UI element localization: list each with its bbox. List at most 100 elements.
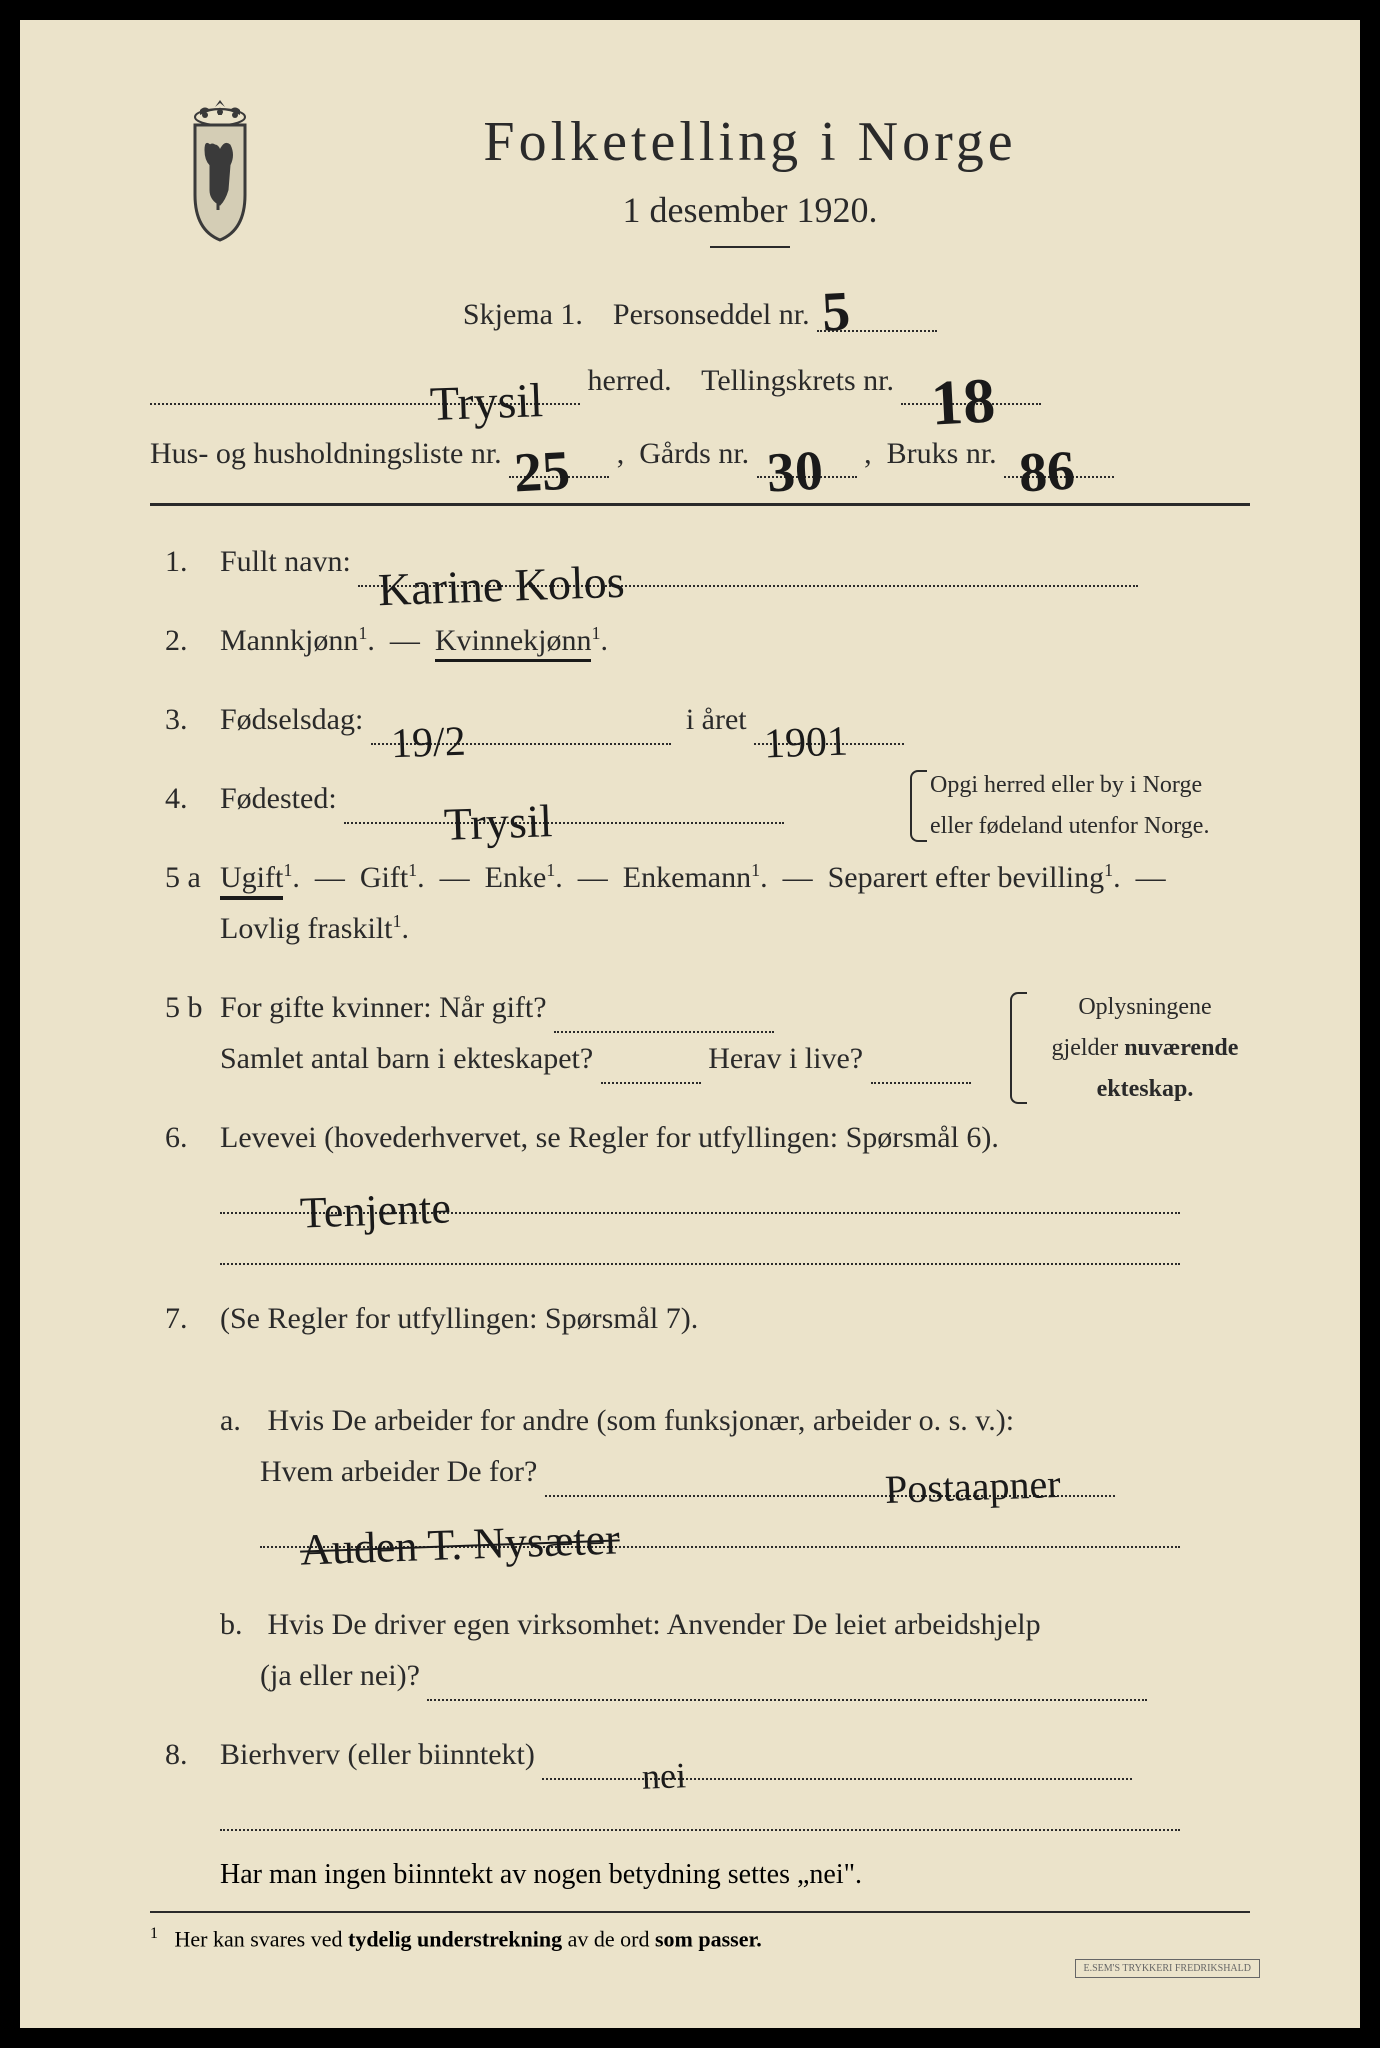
question-4: 4. Fødested: Trysil Opgi herred eller by… [150,773,1250,824]
hushold-label: Hus- og husholdningsliste nr. [150,437,502,470]
tellingskrets-label: Tellingskrets nr. [701,364,894,397]
q3-year-field: 1901 [754,743,904,745]
q7b-label: Hvis De driver egen virksomhet: Anvender… [268,1608,1041,1641]
question-6: 6. Levevei (hovederhvervet, se Regler fo… [150,1112,1250,1265]
q8-field: nei [542,1778,1132,1780]
footer-note-1: Har man ingen biinntekt av nogen betydni… [220,1859,1250,1891]
hushold-value: 25 [512,427,573,519]
question-3: 3. Fødselsdag: 19/2 i året 1901 [150,694,1250,745]
q5b-live-field [871,1082,971,1084]
personseddel-value: 5 [820,279,851,344]
q7a-field1: Postaapner [545,1495,1115,1497]
q6-content: Levevei (hovederhvervet, se Regler for u… [220,1112,1250,1265]
header-section: Folketelling i Norge 1 desember 1920. [150,110,1250,248]
q7-label: (Se Regler for utfyllingen: Spørsmål 7). [220,1302,698,1335]
question-7: 7. (Se Regler for utfyllingen: Spørsmål … [150,1293,1250,1701]
q1-field: Karine Kolos [358,585,1138,587]
herred-field: Trysil [150,403,580,405]
q5b-line2a: Samlet antal barn i ekteskapet? [220,1042,593,1075]
q5b-num: 5 b [150,991,220,1025]
q5b-line2b: Herav i live? [708,1042,863,1075]
q5a-ugift: Ugift [220,861,283,900]
main-divider [150,503,1250,506]
q2-mannkjonn: Mannkjønn [220,624,358,657]
q2-content: Mannkjønn1. — Kvinnekjønn1. [220,615,1250,666]
q6-field-2 [220,1263,1180,1265]
q1-content: Fullt navn: Karine Kolos [220,536,1250,587]
q7a-field2: Auden T. Nysæter [260,1546,1180,1548]
q7a-value1: Postaapner [884,1450,1062,1524]
bruks-label: Bruks nr. [887,437,997,470]
q7-content: (Se Regler for utfyllingen: Spørsmål 7).… [220,1293,1250,1701]
q5b-note-line2: gjelder nuværende [1030,1028,1260,1069]
q5a-gift: Gift [360,861,408,894]
q8-label: Bierhverv (eller biinntekt) [220,1738,535,1771]
q5b-note-line3: ekteskap. [1030,1069,1260,1110]
bruks-field: 86 [1004,476,1114,478]
q5a-enke: Enke [485,861,547,894]
coat-of-arms-icon [170,95,270,245]
q5a-num: 5 a [150,861,220,895]
footnote-num: 1 [150,1925,158,1942]
q7a-value2: Auden T. Nysæter [299,1502,621,1588]
q7b-field [427,1699,1147,1701]
q7-num: 7. [150,1302,220,1336]
q4-note: Opgi herred eller by i Norge eller fødel… [930,765,1270,847]
gards-label: Gårds nr. [639,437,749,470]
q6-num: 6. [150,1121,220,1155]
q7b-letter: b. [220,1599,260,1650]
herred-line: Trysil herred. Tellingskrets nr. 18 [150,357,1250,405]
q6-field: Tenjente [220,1212,1180,1214]
q5b-line1: For gifte kvinner: Når gift? [220,991,547,1024]
q6-label: Levevei (hovederhvervet, se Regler for u… [220,1121,999,1154]
q4-label: Fødested: [220,782,337,815]
question-8: 8. Bierhverv (eller biinntekt) nei [150,1729,1250,1831]
q3-content: Fødselsdag: 19/2 i året 1901 [220,694,1250,745]
q5a-enkemann: Enkemann [623,861,751,894]
hushold-line: Hus- og husholdningsliste nr. 25 , Gårds… [150,430,1250,478]
q7b-question: (ja eller nei)? [260,1659,420,1692]
question-5a: 5 a Ugift1. — Gift1. — Enke1. — Enkemann… [150,852,1250,954]
q5b-barn-field [601,1082,701,1084]
skjema-label: Skjema 1. [463,298,583,331]
q3-year-label: i året [686,703,747,736]
q3-day-value: 19/2 [390,707,467,781]
page-subtitle: 1 desember 1920. [250,189,1250,231]
q4-num: 4. [150,782,220,816]
q8-num: 8. [150,1738,220,1772]
q5b-gift-field [554,1031,774,1033]
q1-value: Karine Kolos [377,543,626,630]
q7a-label: Hvis De arbeider for andre (som funksjon… [268,1404,1015,1437]
q3-year-value: 1901 [763,707,849,781]
herred-label: herred. [588,364,672,397]
q6-value: Tenjente [299,1171,452,1251]
q4-note-line1: Opgi herred eller by i Norge [930,765,1270,806]
q5b-content: For gifte kvinner: Når gift? Samlet anta… [220,982,1250,1084]
norway-coat-of-arms [170,95,270,245]
q7a-letter: a. [220,1395,260,1446]
q7a-question: Hvem arbeider De for? [260,1455,537,1488]
footer-divider: 1 Her kan svares ved tydelig understrekn… [150,1911,1250,1952]
q4-value: Trysil [443,782,554,864]
q8-field-2 [220,1829,1180,1831]
skjema-line: Skjema 1. Personseddel nr. 5 [150,298,1250,332]
personseddel-label: Personseddel nr. [613,298,810,331]
question-2: 2. Mannkjønn1. — Kvinnekjønn1. [150,615,1250,666]
q5a-separert: Separert efter bevilling [828,861,1105,894]
bruks-value: 86 [1017,427,1078,519]
q3-day-field: 19/2 [371,743,671,745]
q2-num: 2. [150,624,220,658]
q1-label: Fullt navn: [220,545,351,578]
q5b-note: Oplysningene gjelder nuværende ekteskap. [1030,987,1260,1109]
printer-stamp: E.SEM'S TRYKKERI FREDRIKSHALD [1075,1959,1260,1978]
gards-field: 30 [757,476,857,478]
q8-content: Bierhverv (eller biinntekt) nei [220,1729,1250,1831]
q3-label: Fødselsdag: [220,703,363,736]
census-form-page: Folketelling i Norge 1 desember 1920. Sk… [0,0,1380,2048]
personseddel-field: 5 [817,330,937,332]
q5a-content: Ugift1. — Gift1. — Enke1. — Enkemann1. —… [220,852,1250,954]
q3-num: 3. [150,703,220,737]
q5a-fraskilt: Lovlig fraskilt [220,912,392,945]
q8-value: nei [641,1745,687,1808]
q4-content: Fødested: Trysil Opgi herred eller by i … [220,773,1250,824]
